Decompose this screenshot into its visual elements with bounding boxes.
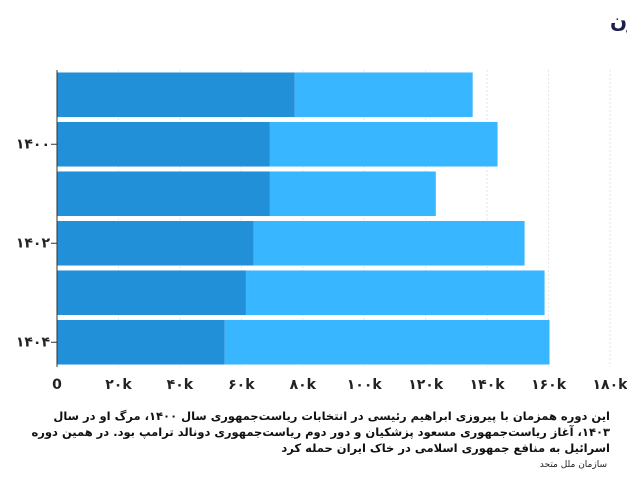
bar-segment [253, 220, 525, 266]
x-tick-label: ۸۰k [290, 377, 317, 393]
bar-segment [294, 72, 473, 118]
bar-segment [224, 319, 550, 365]
y-tick-label: ۱۴۰۰ [16, 136, 50, 152]
x-tick-label: ۴۰k [167, 377, 194, 393]
bar-segment [269, 121, 498, 167]
x-tick-label: ۱۲۰k [408, 377, 444, 393]
x-tick-label: ۱۴۰k [470, 377, 506, 393]
bar-segment [269, 171, 436, 217]
note: این دوره همزمان با پیروزی ابراهیم رئیسی … [31, 409, 610, 455]
chart: تعداد پناهندگان و پناهجویان ایرانی از ۱۳… [16, 9, 627, 394]
y-tick-label: ۱۴۰۴ [16, 334, 51, 350]
x-tick-label: ۶۰k [228, 377, 255, 393]
x-tick-label: 0 [52, 377, 62, 393]
bar-segment [57, 171, 270, 217]
x-tick-label: ۱۶۰k [531, 377, 567, 393]
bar-segment [57, 121, 270, 167]
bar-segment [57, 220, 254, 266]
bar-segment [57, 270, 246, 316]
x-tick-label: ۱۸۰k [593, 377, 627, 393]
chart-title: تعداد پناهندگان و پناهجویان ایرانی از ۱۳… [610, 9, 627, 34]
x-tick-label: ۱۰۰k [347, 377, 383, 393]
bar-segment [57, 319, 225, 365]
bar-segment [57, 72, 295, 118]
bar-segment [245, 270, 545, 316]
y-tick-label: ۱۴۰۲ [16, 235, 51, 251]
x-tick-label: ۲۰k [105, 377, 132, 393]
source: سازمان ملل متحد [539, 460, 607, 470]
